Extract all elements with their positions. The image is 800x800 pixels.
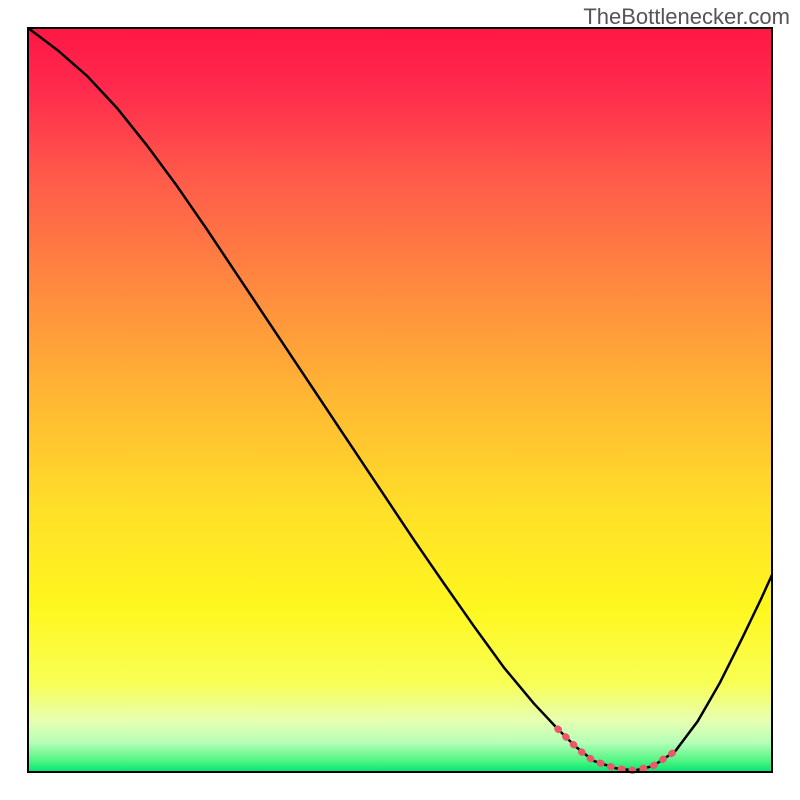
- watermark-text: TheBottlenecker.com: [583, 4, 790, 30]
- bottleneck-chart: TheBottlenecker.com: [0, 0, 800, 800]
- chart-svg: [0, 0, 800, 800]
